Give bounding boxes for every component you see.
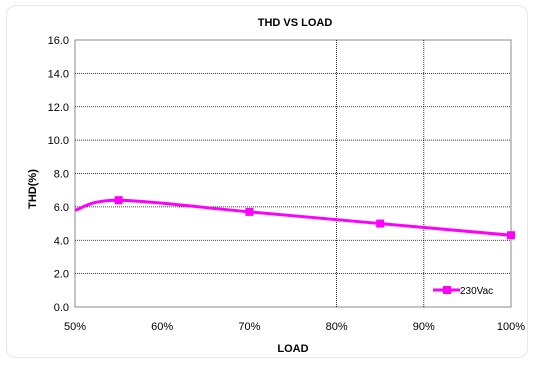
series-layer	[74, 196, 515, 240]
gridlines	[75, 40, 511, 307]
y-tick-label: 10.0	[48, 135, 69, 147]
legend: 230Vac	[433, 286, 493, 297]
chart-title: THD VS LOAD	[258, 17, 333, 29]
x-axis-label: LOAD	[277, 343, 308, 355]
x-tick-label: 60%	[151, 321, 173, 333]
x-tick-label: 50%	[64, 321, 86, 333]
y-tick-label: 6.0	[54, 202, 69, 214]
x-tick-label: 70%	[238, 321, 260, 333]
plot-area: 0.0 2.0 4.0 6.0 8.0 10.0 12.0 14.0 16.0 50% 60% 70…	[48, 35, 526, 333]
y-tick-label: 0.0	[54, 302, 69, 314]
y-axis-ticks: 0.0 2.0 4.0 6.0 8.0 10.0 12.0 14.0 16.0	[48, 35, 69, 314]
data-point-marker	[245, 207, 254, 216]
data-point-marker	[376, 219, 385, 228]
y-tick-label: 14.0	[48, 68, 69, 80]
y-tick-label: 16.0	[48, 35, 69, 47]
y-tick-label: 8.0	[54, 169, 69, 181]
chart-frame	[6, 5, 528, 358]
x-tick-label: 100%	[497, 321, 525, 333]
y-tick-label: 2.0	[54, 269, 69, 281]
legend-marker-230vac	[443, 286, 451, 294]
x-tick-label: 90%	[413, 321, 435, 333]
legend-label-230vac: 230Vac	[460, 286, 493, 297]
data-point-marker	[507, 231, 515, 240]
x-tick-label: 80%	[326, 321, 348, 333]
y-axis-label: THD(%)	[27, 169, 39, 209]
y-tick-label: 12.0	[48, 102, 69, 114]
data-point-marker	[114, 196, 123, 205]
x-axis-ticks: 50% 60% 70% 80% 90% 100%	[64, 321, 525, 333]
y-tick-label: 4.0	[54, 235, 69, 247]
